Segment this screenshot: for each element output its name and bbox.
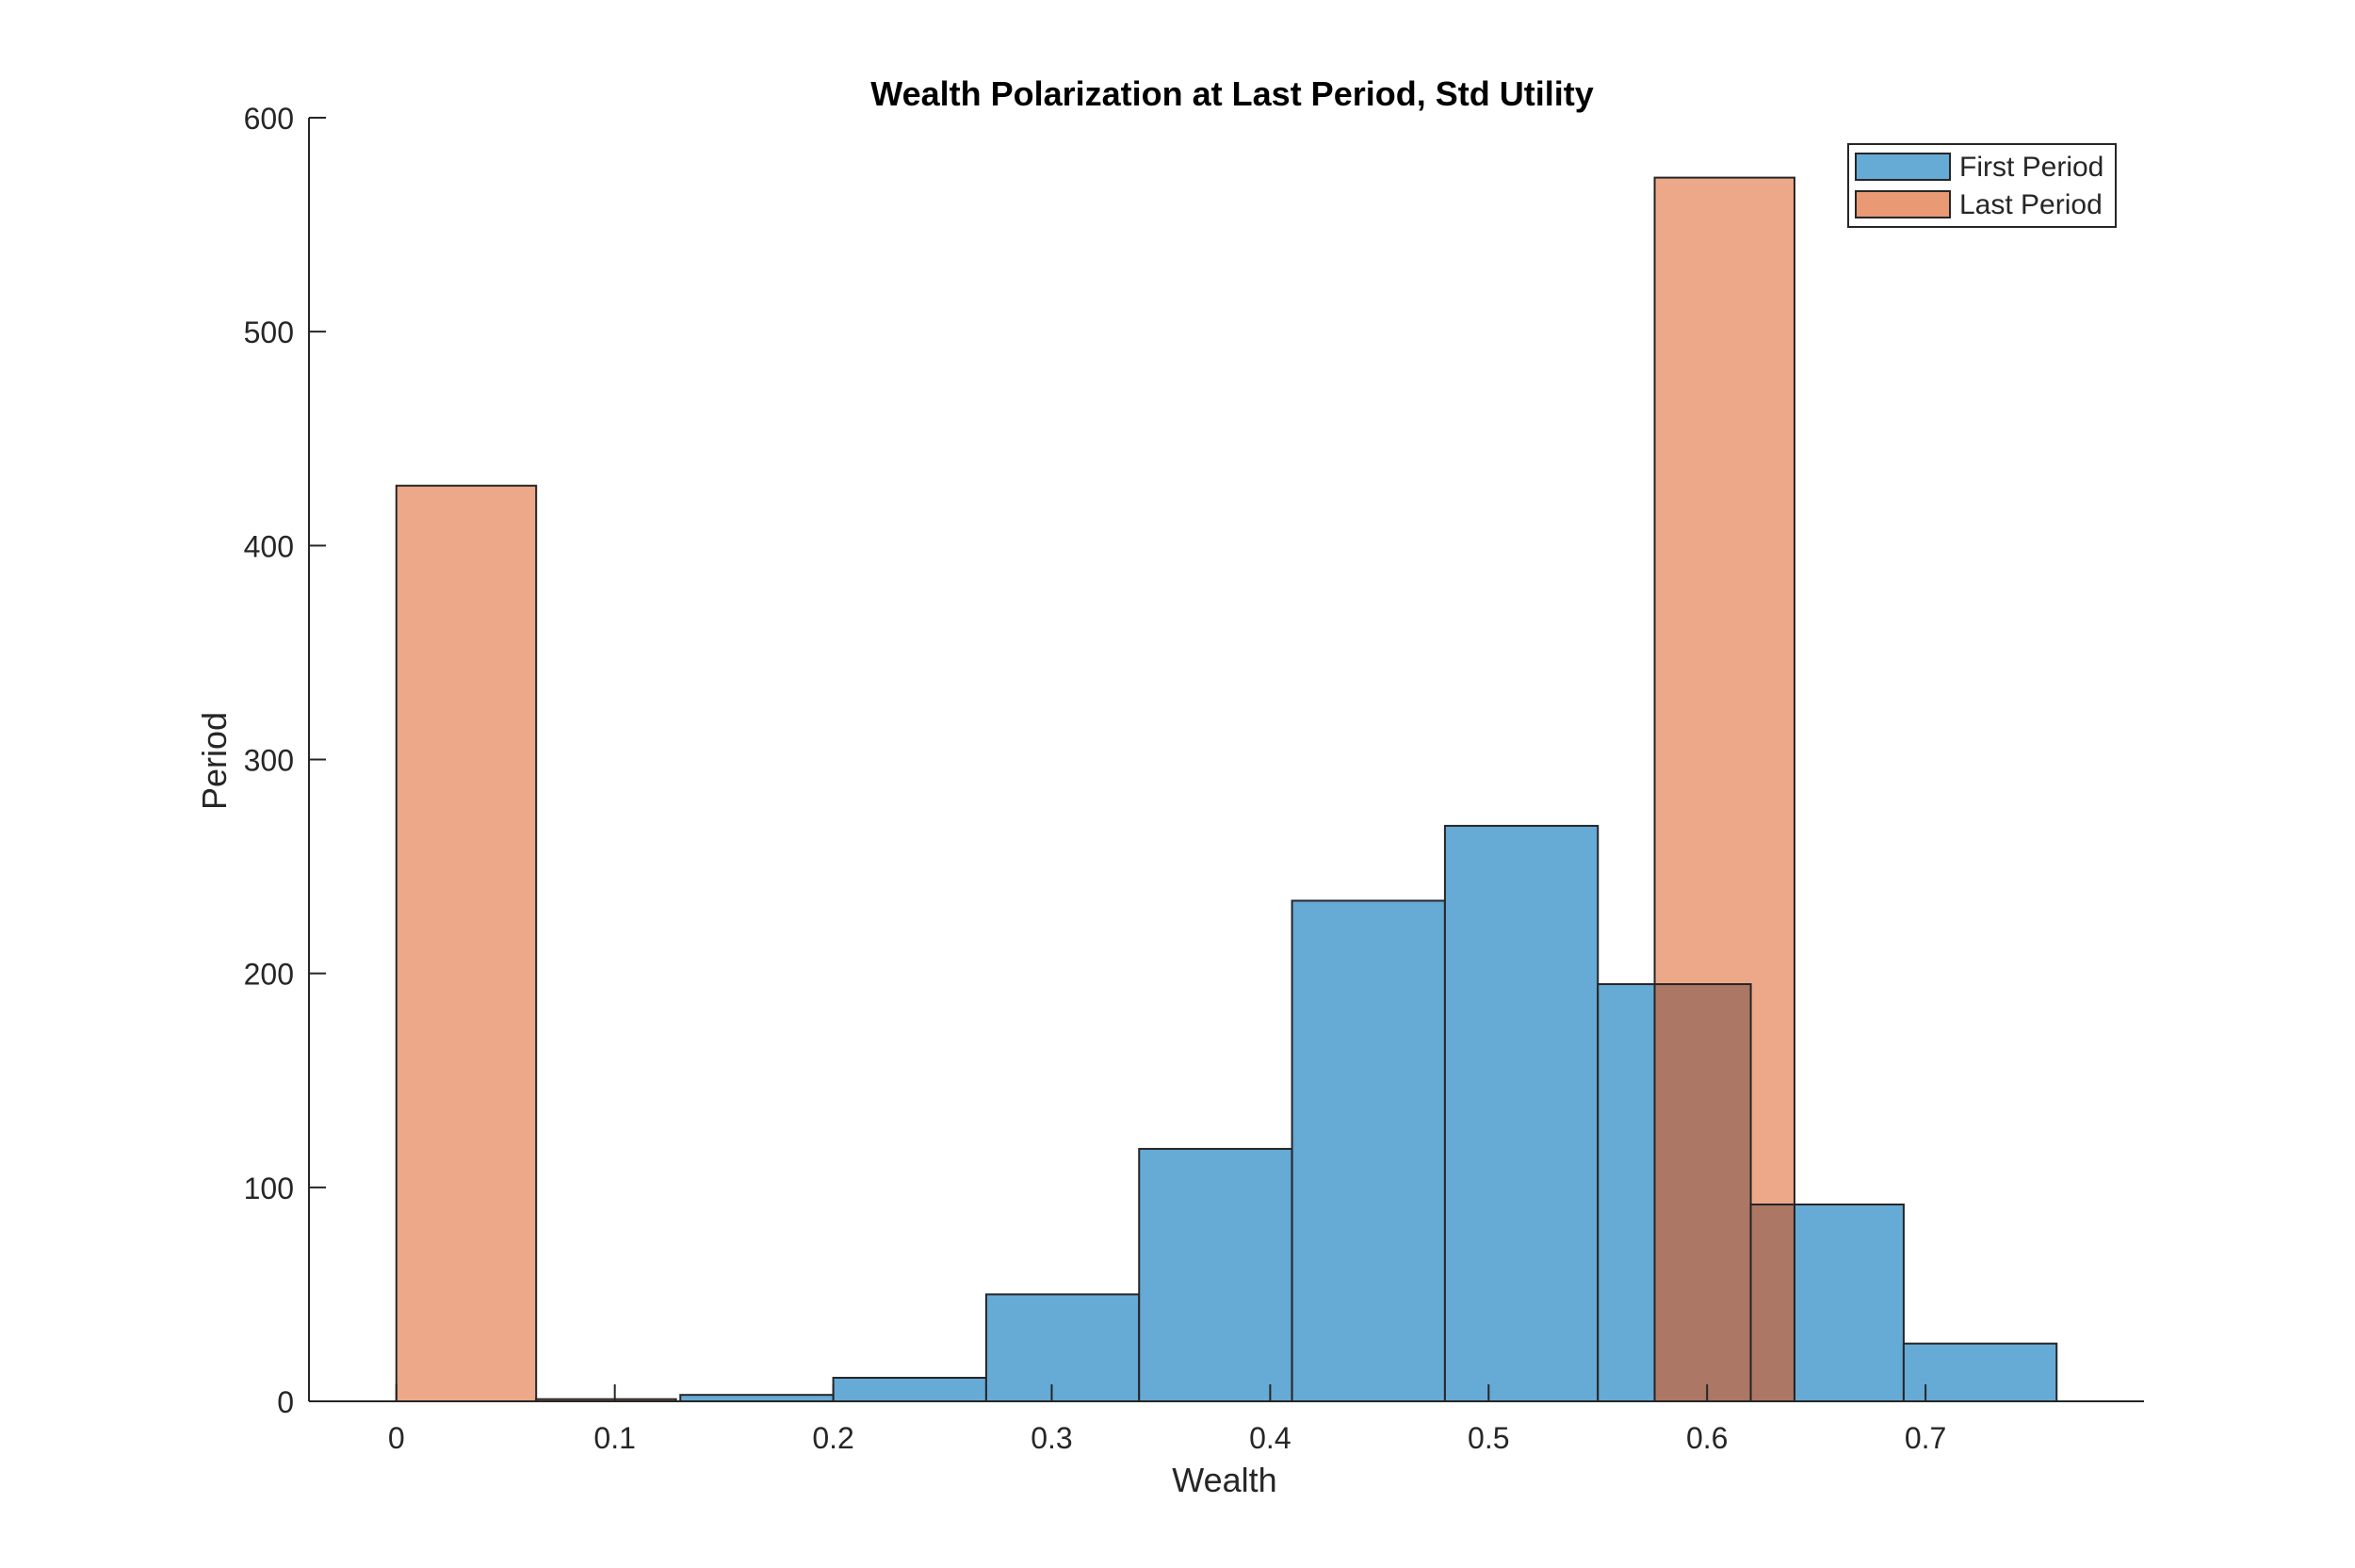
legend-swatch-1 (1855, 153, 1951, 181)
bar-series-1-bin-3 (984, 1293, 1141, 1402)
bar-series-1-bin-5 (1291, 899, 1446, 1402)
overlap-region-1 (1653, 983, 1752, 1403)
y-tick-label: 300 (244, 744, 294, 778)
legend-swatch-2 (1855, 190, 1951, 218)
bars-layer (395, 176, 2058, 1403)
x-tick-label: 0.2 (812, 1421, 853, 1455)
bar-series-1-bin-2 (832, 1377, 987, 1403)
bar-series-1-bin-6 (1443, 824, 1600, 1402)
chart-title: Wealth Polarization at Last Period, Std … (870, 74, 1593, 113)
x-tick-label: 0 (388, 1421, 405, 1455)
overlap-region-2 (1749, 1204, 1795, 1403)
bar-series-1-bin-4 (1138, 1147, 1293, 1403)
x-tick-label: 0.4 (1249, 1421, 1291, 1455)
overlap-regions (1653, 983, 1795, 1403)
x-tick-label: 0.1 (593, 1421, 635, 1455)
legend-label-2: Last Period (1959, 189, 2103, 220)
legend: First Period Last Period (1847, 143, 2117, 228)
y-tick-label: 500 (244, 315, 294, 349)
series-2-bars (395, 176, 1795, 1403)
x-tick-label: 0.6 (1686, 1421, 1728, 1455)
y-axis-label: Period (195, 712, 234, 810)
x-axis-label: Wealth (1172, 1461, 1276, 1499)
legend-label-1: First Period (1959, 152, 2103, 183)
y-tick-label: 200 (244, 958, 294, 992)
bar-series-2-bin-1 (395, 484, 538, 1402)
y-tick-label: 400 (244, 529, 294, 563)
y-tick-label: 600 (244, 102, 294, 136)
bar-series-1-bin-1 (679, 1394, 835, 1403)
bar-series-1-bin-9 (1902, 1342, 2058, 1403)
axes-layer: 0 100 200 300 400 500 600 0 0.1 0.2 0.3 0.4 0.5 0.6 0.… (244, 102, 2144, 1455)
x-tick-label: 0.5 (1468, 1421, 1509, 1455)
x-tick-label: 0.7 (1905, 1421, 1946, 1455)
y-tick-label: 0 (277, 1385, 294, 1419)
x-tick-label: 0.3 (1031, 1421, 1072, 1455)
y-tick-label: 100 (244, 1172, 294, 1205)
